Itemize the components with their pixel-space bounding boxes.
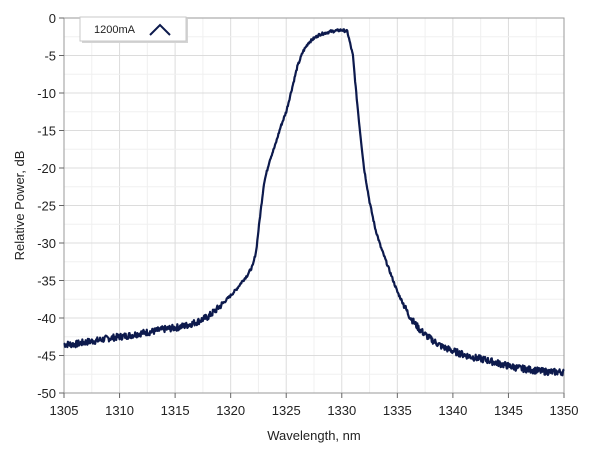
series-line xyxy=(63,28,565,377)
y-tick-labels: 0 -5 -10 -15 -20 -25 -30 -35 -40 -45 -50 xyxy=(37,11,64,401)
x-tick-label: 1320 xyxy=(216,403,245,418)
x-tick-label: 1310 xyxy=(105,403,134,418)
y-tick-label: -40 xyxy=(37,311,56,326)
x-tick-label: 1325 xyxy=(272,403,301,418)
y-tick-label: -25 xyxy=(37,199,56,214)
y-tick-label: -50 xyxy=(37,386,56,401)
x-tick-label: 1305 xyxy=(50,403,79,418)
y-tick-label: -45 xyxy=(37,349,56,364)
y-axis-title: Relative Power, dB xyxy=(12,151,27,261)
legend-box xyxy=(79,16,187,42)
legend-line-icon xyxy=(149,23,171,36)
y-tick-label: -15 xyxy=(37,124,56,139)
x-axis-title: Wavelength, nm xyxy=(267,428,360,443)
y-tick-label: 0 xyxy=(49,11,56,26)
x-tick-label: 1330 xyxy=(327,403,356,418)
x-tick-label: 1315 xyxy=(161,403,190,418)
y-tick-label: -5 xyxy=(44,49,56,64)
y-tick-label: -35 xyxy=(37,274,56,289)
x-tick-labels: 1305 1310 1315 1320 1325 1330 1335 1340 1345 1350 xyxy=(50,393,579,418)
x-tick-label: 1345 xyxy=(494,403,523,418)
series-layer xyxy=(63,28,565,377)
x-tick-label: 1340 xyxy=(438,403,467,418)
legend-entry-label: 1200mA xyxy=(94,24,136,36)
grid xyxy=(63,17,565,394)
y-tick-label: -30 xyxy=(37,236,56,251)
y-tick-label: -10 xyxy=(37,86,56,101)
legend[interactable]: 1200mA xyxy=(79,16,188,43)
y-tick-label: -20 xyxy=(37,161,56,176)
x-tick-label: 1335 xyxy=(383,403,412,418)
x-tick-label: 1350 xyxy=(550,403,579,418)
